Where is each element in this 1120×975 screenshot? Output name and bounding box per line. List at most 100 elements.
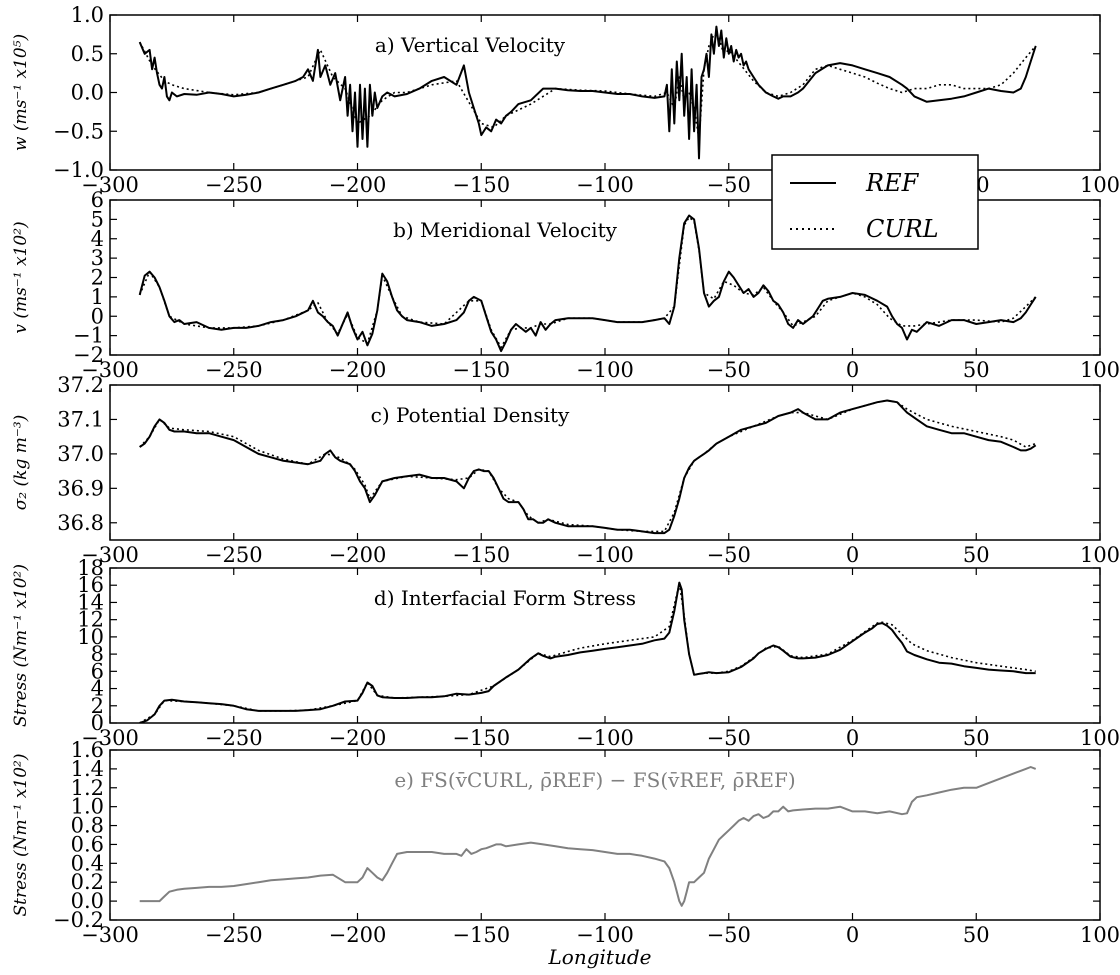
x-tick-label: 100 <box>1080 726 1120 750</box>
y-tick-label: −1 <box>73 324 104 348</box>
y-tick-label: 14 <box>77 590 104 614</box>
y-tick-label: 16 <box>77 573 104 597</box>
x-tick-label: −200 <box>329 543 387 567</box>
x-tick-label: −300 <box>81 726 139 750</box>
x-tick-label: −200 <box>329 173 387 197</box>
legend-curl-label: CURL <box>866 215 939 243</box>
x-tick-label: −100 <box>576 923 634 947</box>
x-tick-label: −150 <box>452 726 510 750</box>
x-tick-label: 50 <box>963 923 990 947</box>
series-ref-line <box>139 399 1037 535</box>
x-tick-label: 0 <box>846 923 859 947</box>
y-tick-label: 2 <box>91 266 104 290</box>
y-tick-label: 37.0 <box>57 442 104 466</box>
x-axis-label: Longitude <box>548 945 652 969</box>
y-axis-label: Stress (Nm⁻¹ x10²) <box>11 753 31 916</box>
y-tick-label: 6 <box>91 188 104 212</box>
x-tick-label: −200 <box>329 726 387 750</box>
x-tick-label: −100 <box>576 358 634 382</box>
series-curl-line <box>138 216 1037 349</box>
y-tick-label: 37.2 <box>57 373 104 397</box>
plot-frame <box>109 384 1101 541</box>
series-curl-line <box>139 399 1036 533</box>
y-tick-label: 36.9 <box>57 476 104 500</box>
series-difference-line <box>139 766 1037 907</box>
x-tick-label: −100 <box>576 173 634 197</box>
x-tick-label: −50 <box>707 726 751 750</box>
series-ref-line <box>138 25 1037 160</box>
panel-b: −300 −250 −200 −150 −100 −50 0 50 100−2−10123456… <box>11 188 1120 382</box>
series-curl-line <box>139 582 1036 723</box>
y-tick-label: −0.2 <box>53 908 104 932</box>
y-tick-label: 1.0 <box>71 795 104 819</box>
y-tick-label: 0.6 <box>71 832 104 856</box>
y-tick-label: 2 <box>91 694 104 718</box>
y-tick-label: 0 <box>91 711 104 735</box>
panel-c: −300 −250 −200 −150 −100 −50 0 50 100 36.8 36.9 37.… <box>11 373 1120 567</box>
y-tick-label: 8 <box>91 642 104 666</box>
y-tick-label: −0.5 <box>53 119 104 143</box>
y-axis-label: σ₂ (kg m⁻³) <box>11 415 31 511</box>
panel-d: −300 −250 −200 −150 −100 −50 0 50 10002468101214… <box>11 556 1120 750</box>
x-tick-label: −200 <box>329 358 387 382</box>
x-tick-label: 50 <box>963 543 990 567</box>
series-curl-line <box>138 33 1037 140</box>
x-tick-label: 100 <box>1080 173 1120 197</box>
panel-e: −300 −250 −200 −150 −100 −50 0 50 100−0.20.00.20… <box>11 738 1120 947</box>
y-tick-label: 0.0 <box>71 889 104 913</box>
x-tick-label: −50 <box>707 923 751 947</box>
x-tick-label: −100 <box>576 543 634 567</box>
x-tick-label: −200 <box>329 923 387 947</box>
y-tick-label: 36.8 <box>57 511 104 535</box>
x-tick-label: −300 <box>81 173 139 197</box>
y-tick-label: 6 <box>91 659 104 683</box>
y-tick-label: 18 <box>77 556 104 580</box>
y-tick-label: 3 <box>91 246 104 270</box>
y-tick-label: 0.4 <box>71 851 104 875</box>
x-tick-label: −50 <box>707 358 751 382</box>
panel-title: a) Vertical Velocity <box>375 33 566 57</box>
x-tick-label: 100 <box>1080 358 1120 382</box>
x-tick-label: −50 <box>707 173 751 197</box>
y-tick-label: −1.0 <box>53 158 104 182</box>
y-tick-label: 4 <box>91 227 104 251</box>
legend-box <box>771 154 979 250</box>
x-tick-label: −250 <box>205 543 263 567</box>
x-tick-label: −300 <box>81 358 139 382</box>
x-tick-label: −150 <box>452 543 510 567</box>
y-axis-label: v (ms⁻¹ x10²) <box>11 221 31 333</box>
y-tick-label: −2 <box>73 343 104 367</box>
y-axis-label: w (ms⁻¹ x10⁵) <box>11 34 31 151</box>
panel-title: d) Interfacial Form Stress <box>374 586 636 610</box>
x-tick-label: 0 <box>846 358 859 382</box>
x-tick-label: 50 <box>963 726 990 750</box>
panels: −300−250−200−150−100−50050100−1.0−0.50.0… <box>11 3 1120 947</box>
x-tick-label: −50 <box>707 543 751 567</box>
x-tick-label: 50 <box>963 358 990 382</box>
x-tick-label: 100 <box>1080 543 1120 567</box>
y-tick-label: 1.2 <box>71 776 104 800</box>
y-tick-label: 4 <box>91 677 104 701</box>
y-tick-label: 12 <box>77 608 104 632</box>
y-tick-label: 37.1 <box>57 407 104 431</box>
x-tick-label: −250 <box>205 173 263 197</box>
x-tick-label: −250 <box>205 726 263 750</box>
x-tick-label: −150 <box>452 923 510 947</box>
x-tick-label: −250 <box>205 923 263 947</box>
y-tick-label: 5 <box>91 207 104 231</box>
x-tick-label: −150 <box>452 358 510 382</box>
y-tick-label: 10 <box>77 625 104 649</box>
panel-title: c) Potential Density <box>371 403 570 427</box>
x-tick-label: −150 <box>452 173 510 197</box>
y-tick-label: 0.8 <box>71 814 104 838</box>
x-tick-label: −250 <box>205 358 263 382</box>
y-tick-label: 0.2 <box>71 870 104 894</box>
panel-title: e) FS(v̄CURL, ρ̄REF) − FS(v̄REF, ρ̄REF) <box>394 768 795 792</box>
y-tick-label: 1.0 <box>71 3 104 27</box>
x-tick-label: −300 <box>81 923 139 947</box>
y-axis-label: Stress (Nm⁻¹ x10²) <box>11 564 31 727</box>
legend: REF CURL <box>771 154 979 250</box>
panel-title: b) Meridional Velocity <box>393 218 618 242</box>
x-tick-label: 100 <box>1080 923 1120 947</box>
x-tick-label: 0 <box>846 543 859 567</box>
